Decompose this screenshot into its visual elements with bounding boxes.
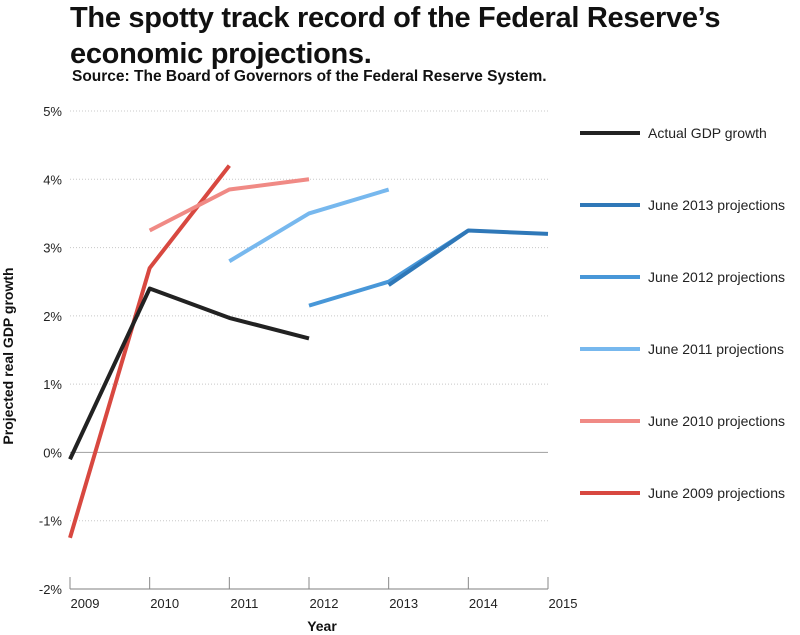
series-line (387, 228, 549, 287)
legend-label: June 2013 projections (648, 197, 785, 213)
y-tick-label: 4% (43, 172, 62, 187)
x-tick-label: 2014 (469, 596, 498, 611)
x-tick-label: 2012 (310, 596, 339, 611)
legend-label: Actual GDP growth (648, 125, 767, 141)
y-tick-label: -1% (39, 514, 63, 529)
y-tick-label: 0% (43, 445, 62, 460)
series-line (308, 228, 470, 308)
series-line (148, 177, 310, 233)
chart-title: The spotty track record of the Federal R… (70, 2, 721, 70)
y-tick-label: 5% (43, 104, 62, 119)
series-lines (68, 164, 549, 539)
legend-item: June 2011 projections (580, 341, 784, 357)
legend-label: June 2010 projections (648, 413, 785, 429)
series-line (68, 164, 231, 539)
legend-label: June 2011 projections (648, 341, 784, 357)
legend-item: June 2010 projections (580, 413, 785, 429)
legend-label: June 2009 projections (648, 485, 785, 501)
legend-item: June 2009 projections (580, 485, 785, 501)
x-axis: 2009 2010 2011 2012 2013 2014 2015 (69, 577, 578, 611)
x-axis-title: Year (307, 618, 337, 634)
x-tick-label: 2010 (150, 596, 179, 611)
y-tick-label: 1% (43, 377, 62, 392)
grid-lines (70, 110, 548, 522)
legend-item: June 2012 projections (580, 269, 785, 285)
y-tick-label: 2% (43, 309, 62, 324)
x-tick-label: 2011 (230, 596, 258, 611)
legend-item: Actual GDP growth (580, 125, 767, 141)
y-tick-label: 3% (43, 241, 62, 256)
y-tick-label: -2% (39, 582, 63, 597)
series-line (68, 286, 310, 461)
x-tick-label: 2009 (71, 596, 100, 611)
chart-subtitle: Source: The Board of Governors of the Fe… (72, 68, 547, 85)
legend: Actual GDP growth June 2013 projections Ju… (580, 125, 785, 501)
x-tick-label: 2013 (389, 596, 418, 611)
y-axis-ticks: -2% -1% 0% 1% 2% 3% 4% 5% (39, 104, 63, 597)
y-axis-title: Projected real GDP growth (0, 267, 16, 444)
series-line (228, 187, 390, 263)
legend-item: June 2013 projections (580, 197, 785, 213)
legend-label: June 2012 projections (648, 269, 785, 285)
x-tick-label: 2015 (549, 596, 578, 611)
